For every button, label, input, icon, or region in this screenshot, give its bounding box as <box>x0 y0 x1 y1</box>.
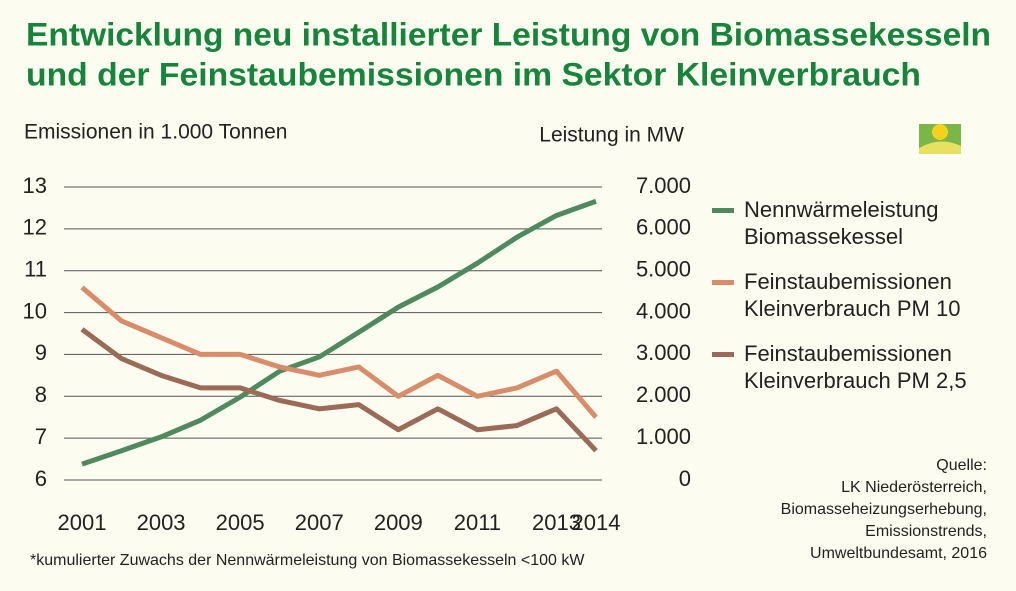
y2-axis-label: Leistung in MW <box>539 124 684 147</box>
legend-swatch <box>712 280 734 285</box>
legend-swatch <box>712 208 734 213</box>
legend-label: Feinstaubemissionen Kleinverbrauch PM 10 <box>744 269 961 321</box>
source: Emissionstrends, <box>865 523 987 540</box>
y2-tick-label: 4.000 <box>636 298 691 323</box>
y-tick-label: 8 <box>35 382 47 407</box>
y-tick-label: 6 <box>35 466 47 491</box>
logo <box>919 124 961 154</box>
y2-tick-label: 0 <box>679 466 691 491</box>
x-tick-label: 2014 <box>572 510 621 535</box>
source: Quelle: <box>936 457 987 474</box>
y-tick-label: 10 <box>23 298 47 323</box>
y2-tick-label: 2.000 <box>636 382 691 407</box>
source: LK Niederösterreich, <box>841 479 987 496</box>
y2-tick-label: 6.000 <box>636 215 691 240</box>
chart-title: und der Feinstaubemissionen im Sektor Kl… <box>26 56 921 92</box>
y-axis-label: Emissionen in 1.000 Tonnen <box>24 121 287 144</box>
y2-tick-label: 7.000 <box>636 173 691 198</box>
x-tick-label: 2011 <box>454 510 501 535</box>
data-line <box>80 327 598 453</box>
x-tick-label: 2013 <box>532 510 581 535</box>
data-line <box>81 198 597 467</box>
y-tick-label: 7 <box>35 424 47 449</box>
source: Biomasseheizungserhebung, <box>781 501 987 518</box>
legend-swatch <box>712 352 734 357</box>
y-tick-label: 9 <box>35 340 47 365</box>
x-tick-label: 2001 <box>58 510 107 535</box>
legend-item: Feinstaubemissionen Kleinverbrauch PM 2,… <box>712 340 1002 394</box>
legend-item: Feinstaubemissionen Kleinverbrauch PM 10 <box>712 268 1002 322</box>
y2-tick-label: 1.000 <box>636 424 691 449</box>
y-tick-label: 11 <box>24 257 47 282</box>
legend-item: Nennwärmeleistung Biomassekessel <box>712 196 1002 250</box>
y2-tick-label: 3.000 <box>636 340 691 365</box>
legend-label: Nennwärmeleistung Biomassekessel <box>744 197 939 249</box>
y2-tick-label: 5.000 <box>636 257 691 282</box>
x-tick-label: 2005 <box>216 510 265 535</box>
x-tick-label: 2007 <box>295 510 344 535</box>
legend-label: Feinstaubemissionen Kleinverbrauch PM 2,… <box>744 341 967 393</box>
source: Umweltbundesamt, 2016 <box>810 545 987 562</box>
x-tick-label: 2009 <box>374 510 423 535</box>
x-tick-label: 2003 <box>137 510 186 535</box>
legend: Nennwärmeleistung Biomassekessel Feinstau… <box>712 196 1002 412</box>
y-tick-label: 12 <box>23 215 47 240</box>
chart-title: Entwicklung neu installierter Leistung v… <box>26 16 991 52</box>
y-tick-label: 13 <box>23 173 47 198</box>
footnote: *kumulierter Zuwachs der Nennwärmeleistu… <box>30 552 585 569</box>
data-line <box>80 285 598 419</box>
